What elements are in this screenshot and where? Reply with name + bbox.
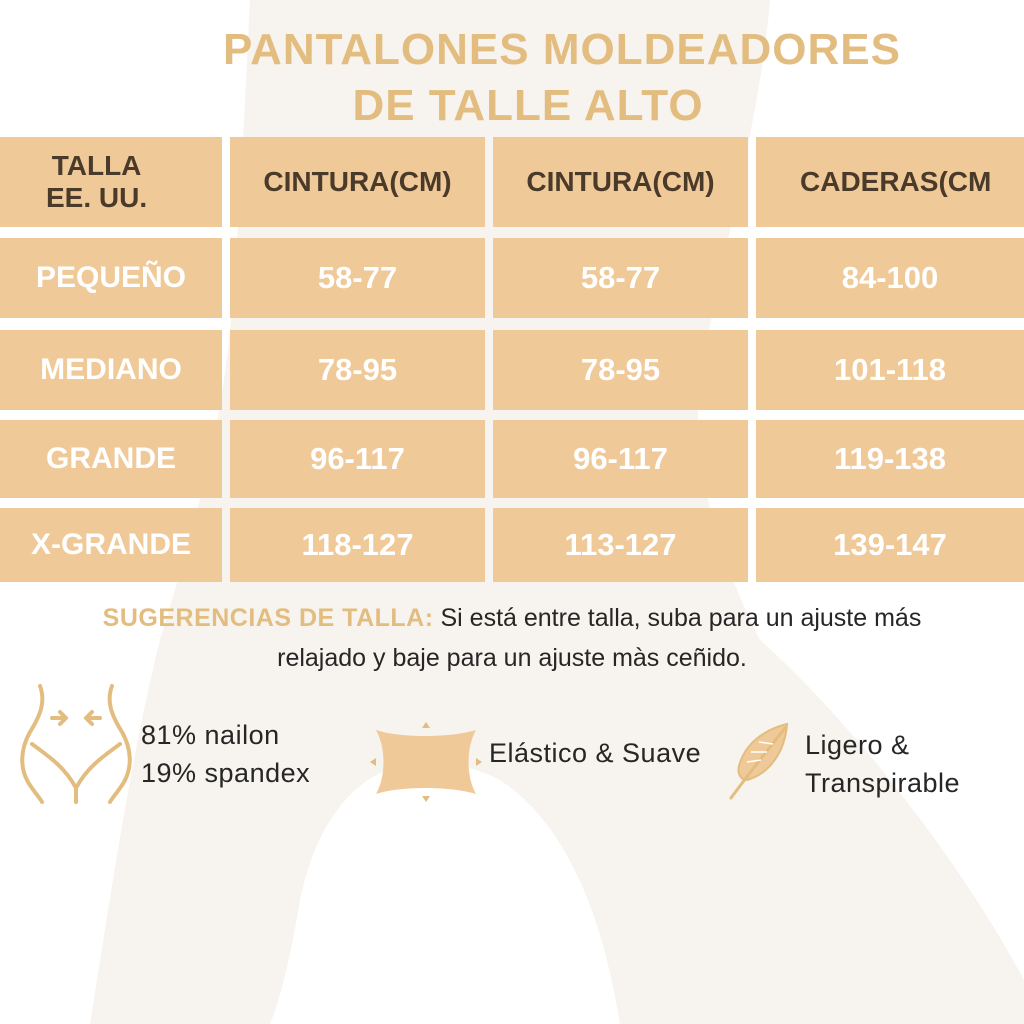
table-cell-hips: 101-118 [756,330,1024,410]
table-cell-hips: 139-147 [756,508,1024,582]
table-cell-size: X-GRANDE [0,508,222,582]
table-cell-waist-1: 58-77 [230,238,485,318]
header-size-line2: EE. UU. [46,182,148,213]
feature-material-line-2: 19% spandex [141,758,311,788]
size-tips-line-1: SUGERENCIAS DE TALLA: Si está entre tall… [0,598,1024,638]
table-cell-hips: 84-100 [756,238,1024,318]
table-cell-waist-2: 113-127 [493,508,748,582]
feature-light: Ligero & Transpirable [805,726,960,802]
table-cell-hips: 119-138 [756,420,1024,498]
table-cell-waist-1: 118-127 [230,508,485,582]
table-cell-waist-1: 96-117 [230,420,485,498]
table-cell-waist-2: 78-95 [493,330,748,410]
feature-light-line-1: Ligero & [805,730,910,760]
table-cell-size: MEDIANO [0,330,222,410]
header-size-line1: TALLA [51,150,142,181]
table-cell-size: PEQUEÑO [0,238,222,318]
table-cell-size: GRANDE [0,420,222,498]
header-hips: CADERAS(CM [756,137,1024,227]
header-waist-2: CINTURA(CM) [493,137,748,227]
table-cell-waist-1: 78-95 [230,330,485,410]
size-tips-line-2: relajado y baje para un ajuste màs ceñid… [277,644,747,672]
feature-stretch-line-1: Elástico & Suave [489,738,702,768]
feather-icon [729,722,789,800]
size-tips-text-1: Si está entre talla, suba para un ajuste… [433,604,922,632]
stretch-fabric-icon [370,722,482,802]
waist-body-icon [20,684,132,804]
table-cell-waist-2: 58-77 [493,238,748,318]
page-title-line-1: PANTALONES MOLDEADORES [223,25,901,74]
feature-material-line-1: 81% nailon [141,720,280,750]
size-tips-lead: SUGERENCIAS DE TALLA: [102,604,434,632]
page-title-line-2: DE TALLE ALTO [352,81,704,130]
feature-stretch: Elástico & Suave [489,734,701,772]
header-waist-1: CINTURA(CM) [230,137,485,227]
header-size-us: TALLA EE. UU. [0,137,222,227]
table-cell-waist-2: 96-117 [493,420,748,498]
feature-light-line-2: Transpirable [805,768,961,798]
size-tips: SUGERENCIAS DE TALLA: Si está entre tall… [0,598,1024,678]
feature-material: 81% nailon 19% spandex [141,716,310,792]
